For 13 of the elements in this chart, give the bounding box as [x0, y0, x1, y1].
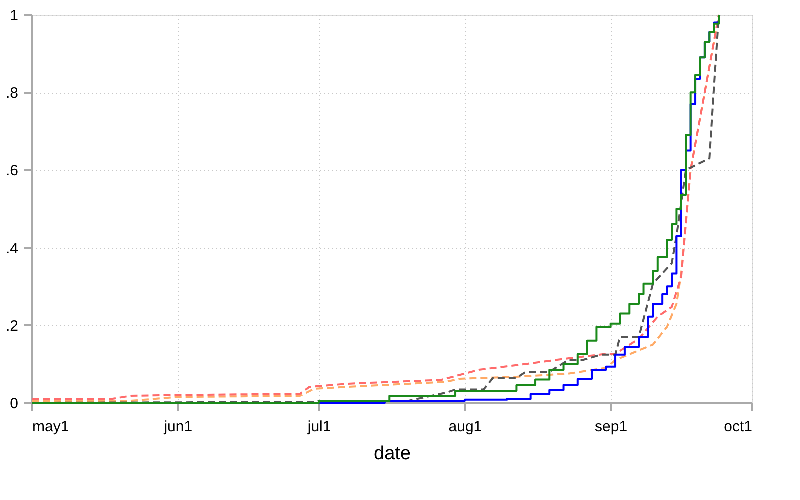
x-axis-title: date [374, 444, 411, 464]
x-tick-label: aug1 [448, 418, 482, 436]
y-tick-label: .6 [6, 162, 18, 180]
x-tick-label: may1 [32, 418, 70, 436]
x-tick-label: jun1 [163, 418, 193, 436]
y-tick-label: .2 [6, 318, 18, 335]
x-tick-label: sep1 [595, 418, 628, 436]
x-tick-label: oct1 [724, 418, 752, 436]
x-tick-label: jul1 [306, 418, 332, 436]
y-tick-label: .4 [6, 240, 18, 258]
y-tick-label: 0 [10, 396, 18, 412]
y-tick-label: 1 [10, 8, 18, 24]
y-tick-label: .8 [6, 85, 18, 102]
